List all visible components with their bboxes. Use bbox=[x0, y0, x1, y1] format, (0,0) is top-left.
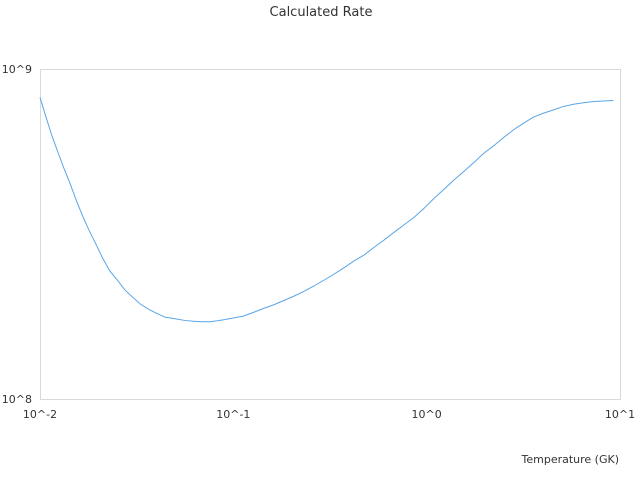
y-tick-label: 10^8 bbox=[2, 393, 32, 406]
y-axis-ticks: 10^8 10^9 bbox=[2, 63, 32, 406]
x-axis-label: Temperature (GK) bbox=[521, 453, 620, 466]
chart-title: Calculated Rate bbox=[270, 5, 373, 20]
y-tick-label: 10^9 bbox=[2, 63, 32, 76]
calculated-rate-line bbox=[39, 97, 614, 323]
x-tick-label: 10^0 bbox=[412, 408, 442, 421]
x-tick-label: 10^-1 bbox=[216, 408, 250, 421]
x-tick-label: 10^-2 bbox=[23, 408, 57, 421]
x-tick-label: 10^1 bbox=[605, 408, 635, 421]
plot-area-frame bbox=[40, 69, 621, 400]
x-axis-ticks: 10^-2 10^-1 10^0 10^1 bbox=[23, 408, 635, 421]
